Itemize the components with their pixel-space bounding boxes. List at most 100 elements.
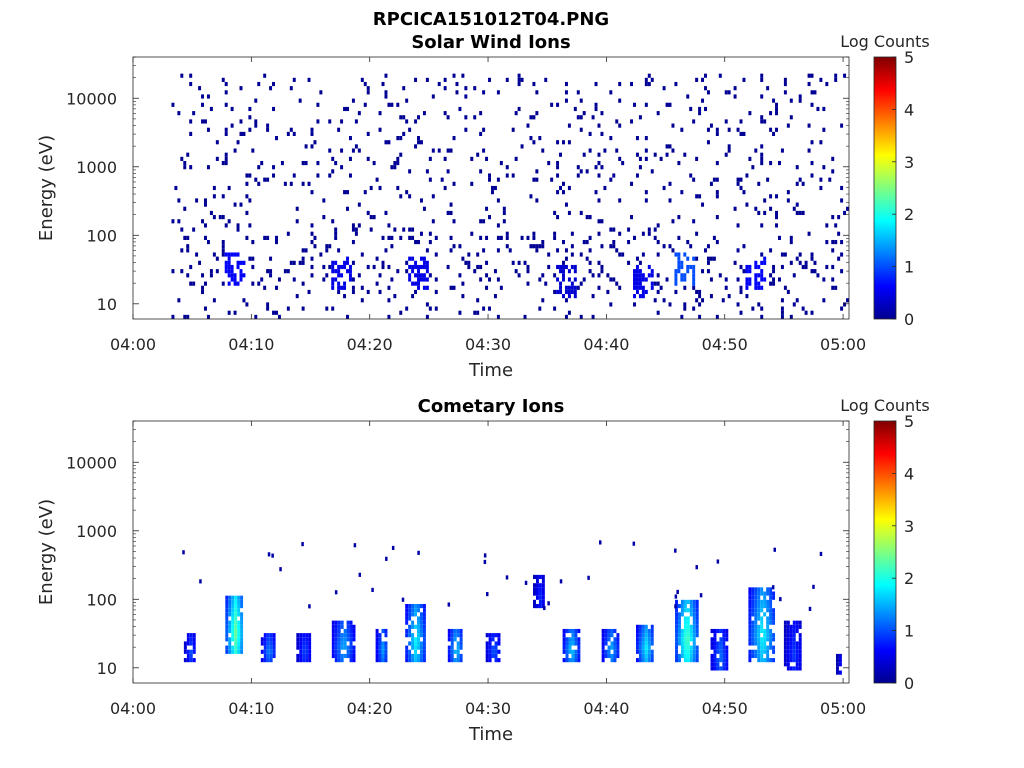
spectrogram-cell — [665, 277, 669, 282]
spectrogram-cell — [206, 314, 210, 319]
spectrogram-cell — [182, 550, 185, 555]
spectrogram-cell — [698, 289, 702, 295]
spectrogram-cell — [831, 248, 835, 253]
spectrogram-cell — [597, 173, 601, 178]
spectrogram-cell — [641, 637, 645, 642]
spectrogram-cell — [502, 219, 506, 224]
spectrogram-cell — [819, 551, 823, 557]
spectrogram-cell — [745, 294, 749, 299]
spectrogram-cell — [399, 136, 403, 141]
spectrogram-cell — [644, 190, 648, 195]
spectrogram-cell — [709, 181, 713, 186]
spectrogram-cell — [647, 653, 651, 659]
spectrogram-cell — [245, 181, 249, 186]
spectrogram-cell — [384, 653, 388, 659]
spectrogram-cell — [417, 658, 420, 663]
spectrogram-cell — [349, 641, 353, 646]
spectrogram-cell — [562, 190, 565, 195]
spectrogram-cell — [680, 612, 684, 617]
spectrogram-cell — [296, 633, 300, 638]
spectrogram-cell — [422, 653, 426, 659]
spectrogram-cell — [387, 298, 391, 303]
spectrogram-cell — [192, 281, 196, 286]
spectrogram-cell — [228, 628, 232, 634]
spectrogram-cell — [538, 595, 542, 600]
spectrogram-cell — [533, 599, 536, 604]
spectrogram-cell — [331, 260, 335, 265]
spectrogram-cell — [234, 612, 238, 617]
spectrogram-cell — [239, 269, 243, 274]
spectrogram-cell — [704, 248, 707, 253]
spectrogram-cell — [704, 106, 707, 112]
spectrogram-cell — [192, 227, 196, 232]
spectrogram-cell — [692, 649, 696, 654]
spectrogram-cell — [340, 633, 344, 638]
spectrogram-cell — [692, 264, 696, 270]
spectrogram-cell — [810, 90, 814, 95]
spectrogram-cell — [183, 206, 187, 211]
spectrogram-cell — [453, 633, 457, 638]
spectrogram-cell — [497, 641, 501, 646]
spectrogram-cell — [712, 256, 716, 261]
spectrogram-cell — [206, 94, 210, 99]
spectrogram-cell — [443, 86, 447, 91]
axis-ticks-solar-wind: 04:00 04:10 04:20 04:30 04:40 04:50 05:0010100… — [66, 56, 866, 354]
spectrogram-cell — [236, 264, 240, 270]
spectrogram-cell — [757, 285, 761, 290]
spectrogram-cell — [683, 658, 687, 663]
spectrogram-cell — [266, 637, 270, 642]
spectrogram-cell — [725, 662, 729, 667]
spectrogram-cell — [425, 77, 429, 82]
spectrogram-cell — [417, 645, 420, 650]
spectrogram-cell — [574, 649, 578, 654]
spectrogram-cell — [305, 645, 309, 650]
spectrogram-cell — [754, 285, 758, 290]
spectrogram-cell — [452, 244, 456, 249]
spectrogram-cell — [233, 310, 237, 315]
spectrogram-cell — [414, 273, 418, 278]
spectrogram-cell — [641, 624, 645, 629]
spectrogram-cell — [411, 641, 415, 646]
spectrogram-cell — [337, 641, 341, 646]
spectrogram-cell — [280, 160, 284, 166]
spectrogram-cell — [675, 612, 678, 617]
spectrogram-cell — [683, 620, 687, 625]
spectrogram-cell — [459, 658, 463, 663]
spectrogram-cell — [233, 281, 237, 286]
spectrogram-cell — [482, 248, 486, 253]
spectrogram-cell — [414, 239, 418, 245]
spectrogram-cell — [228, 620, 232, 625]
spectrogram-cell — [523, 260, 527, 265]
spectrogram-cell — [792, 666, 796, 671]
spectrogram-cell — [600, 264, 604, 270]
spectrogram-cell — [275, 239, 278, 245]
spectrogram-cell — [325, 273, 329, 278]
spectrogram-cell — [419, 658, 423, 663]
spectrogram-cell — [838, 670, 842, 675]
spectrogram-cell — [683, 302, 687, 307]
spectrogram-cell — [641, 653, 645, 659]
spectrogram-cell — [751, 599, 755, 604]
spectrogram-cell — [366, 289, 370, 295]
spectrogram-cell — [301, 256, 305, 261]
spectrogram-cell — [792, 628, 796, 634]
spectrogram-cell — [653, 152, 657, 157]
spectrogram-cell — [234, 616, 238, 621]
spectrogram-cell — [434, 289, 438, 295]
spectrogram-cell — [233, 277, 237, 282]
spectrogram-cell — [502, 206, 506, 211]
spectrogram-cell — [613, 658, 617, 663]
spectrogram-cell — [825, 239, 829, 245]
spectrogram-cell — [772, 595, 776, 600]
x-tick-label: 04:50 — [702, 335, 748, 354]
spectrogram-cell — [716, 662, 720, 667]
spectrogram-cell — [834, 223, 838, 228]
spectrogram-cell — [334, 641, 338, 646]
spectrogram-cell — [331, 269, 335, 274]
spectrogram-cell — [331, 285, 335, 290]
spectrogram-cell — [351, 98, 355, 103]
spectrogram-cell — [754, 603, 758, 609]
spectrogram-cell — [192, 633, 196, 638]
spectrogram-cell — [695, 616, 699, 621]
spectrogram-cell — [221, 215, 225, 220]
